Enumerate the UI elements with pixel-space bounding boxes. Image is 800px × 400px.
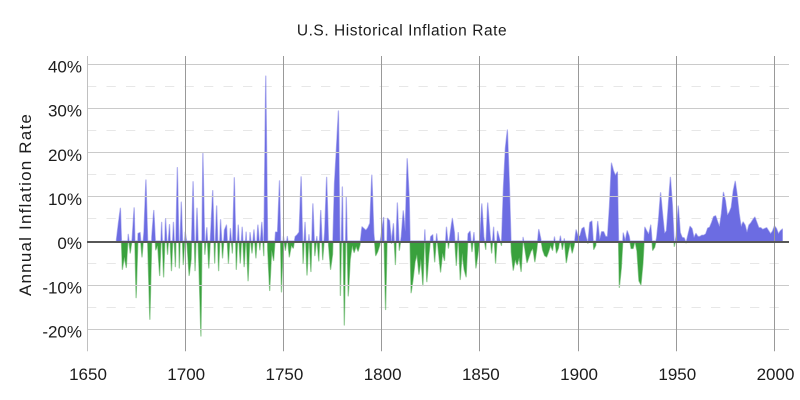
svg-text:1900: 1900 [560,365,598,384]
svg-text:-10%: -10% [42,278,82,297]
svg-text:1700: 1700 [167,365,205,384]
svg-text:10%: 10% [48,190,82,209]
svg-text:30%: 30% [48,102,82,121]
svg-text:20%: 20% [48,146,82,165]
svg-text:1800: 1800 [364,365,402,384]
svg-text:2000: 2000 [757,365,795,384]
svg-text:U.S. Historical Inflation Rate: U.S. Historical Inflation Rate [297,23,507,40]
svg-text:1850: 1850 [462,365,500,384]
svg-text:0%: 0% [57,234,82,253]
svg-text:40%: 40% [48,57,82,76]
svg-text:-20%: -20% [42,323,82,342]
svg-text:Annual Inflation Rate: Annual Inflation Rate [16,113,35,296]
svg-text:1950: 1950 [658,365,696,384]
svg-text:1750: 1750 [266,365,304,384]
svg-text:1650: 1650 [69,365,107,384]
